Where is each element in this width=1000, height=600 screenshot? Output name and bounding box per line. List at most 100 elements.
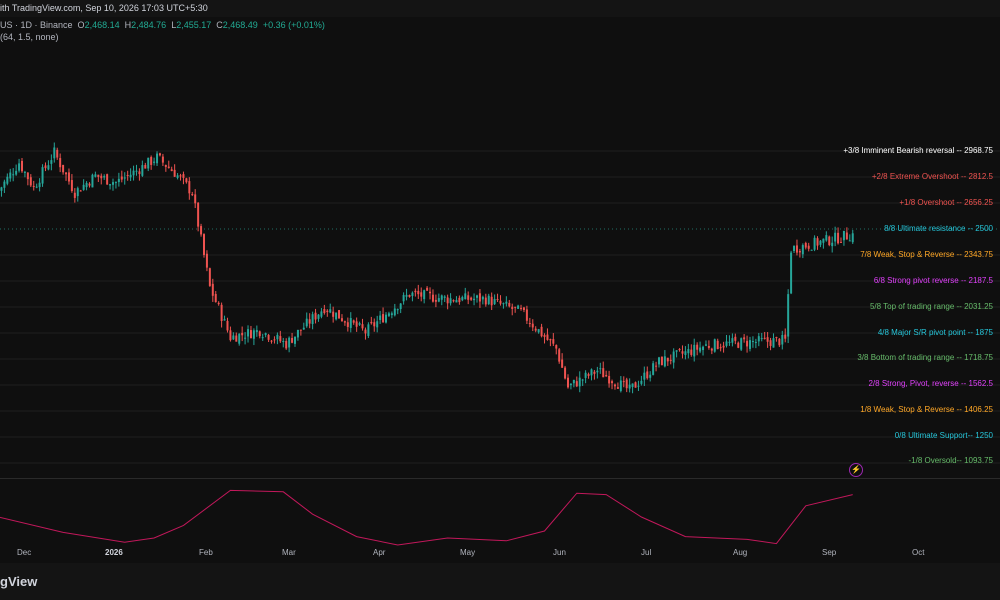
candle-body (649, 374, 652, 378)
candle-body (781, 334, 784, 345)
candle-body (382, 314, 385, 323)
candle-body (828, 236, 831, 246)
candle-body (681, 351, 684, 354)
candle-body (59, 158, 62, 168)
candle-body (238, 333, 241, 344)
candle-body (470, 297, 473, 300)
candle-body (749, 340, 751, 349)
candle-body (534, 328, 537, 331)
candle-body (294, 336, 296, 344)
candle-body (763, 337, 766, 339)
candle-body (837, 232, 840, 244)
candle-body (138, 171, 141, 175)
candle-body (511, 306, 514, 310)
candle-body (0, 187, 3, 191)
candle-body (126, 174, 129, 176)
candle-body (182, 174, 185, 178)
candle-body (73, 192, 76, 198)
candle-body (220, 304, 223, 321)
candle-body (326, 310, 329, 313)
candle-body (15, 170, 18, 175)
x-tick-label: Aug (733, 548, 748, 557)
candle-body (417, 290, 420, 295)
candle-body (625, 379, 628, 389)
candle-body (476, 295, 478, 298)
candle-body (332, 311, 335, 317)
candle-body (317, 314, 320, 319)
x-tick-label: Feb (199, 548, 213, 557)
candle-body (29, 177, 32, 186)
candle-body (613, 384, 616, 387)
candle-body (367, 324, 370, 336)
symbol-label: US · 1D · Binance (0, 20, 73, 30)
x-tick-label: Jul (641, 548, 652, 557)
x-tick-label: Mar (282, 548, 296, 557)
candle-body (790, 252, 793, 294)
murrey-level-label: 2/8 Strong, Pivot, reverse -- 1562.5 (868, 379, 993, 388)
candle-body (67, 172, 70, 182)
candle-body (100, 175, 103, 179)
candle-body (549, 339, 552, 341)
candle-body (164, 164, 167, 167)
candle-body (840, 241, 842, 243)
candle-body (784, 334, 787, 339)
candle-body (496, 299, 499, 301)
candle-body (191, 194, 194, 196)
candle-body (158, 153, 161, 156)
chart-pane[interactable] (0, 17, 1000, 563)
candle-body (226, 320, 229, 331)
lightning-icon[interactable]: ⚡ (849, 463, 863, 477)
candle-body (41, 167, 44, 184)
candle-body (455, 300, 458, 303)
candle-body (65, 172, 68, 175)
candle-body (822, 238, 825, 243)
candle-body (208, 268, 211, 286)
candle-body (26, 172, 29, 180)
candle-body (97, 174, 100, 177)
candle-body (120, 176, 123, 180)
candle-body (628, 384, 631, 389)
candle-body (452, 300, 455, 302)
candle-body (760, 338, 763, 340)
candle-body (478, 293, 481, 302)
candle-body (123, 177, 126, 179)
candle-body (655, 365, 658, 367)
candle-body (702, 346, 705, 351)
candle-body (737, 342, 740, 348)
candle-body (241, 332, 244, 336)
candle-body (746, 340, 749, 347)
candle-body (813, 237, 816, 250)
candle-body (634, 382, 637, 388)
candle-body (787, 294, 790, 337)
candle-body (38, 182, 41, 188)
footer-bar (0, 563, 1000, 600)
candle-body (543, 335, 546, 337)
candle-body (778, 338, 781, 346)
candle-body (616, 387, 619, 389)
candle-body (740, 338, 743, 350)
candle-body (79, 190, 82, 192)
candle-body (429, 291, 432, 294)
indicator-legend: (64, 1.5, none) (0, 32, 59, 42)
candle-body (270, 340, 273, 342)
candle-body (346, 322, 349, 327)
x-tick-label: May (460, 548, 476, 557)
candle-body (141, 165, 144, 176)
candle-body (252, 330, 255, 339)
candle-body (267, 334, 270, 340)
candle-body (411, 292, 414, 297)
candle-body (528, 323, 531, 325)
candle-body (70, 180, 73, 192)
candle-body (619, 380, 622, 392)
pane-separator[interactable] (0, 478, 1000, 479)
candle-body (584, 372, 587, 378)
candle-body (255, 330, 258, 333)
candle-body (834, 232, 837, 242)
candle-body (88, 183, 91, 186)
candle-body (426, 287, 429, 291)
candle-body (235, 335, 238, 342)
candle-body (214, 293, 217, 303)
candle-body (757, 336, 760, 342)
candle-body (376, 321, 379, 328)
